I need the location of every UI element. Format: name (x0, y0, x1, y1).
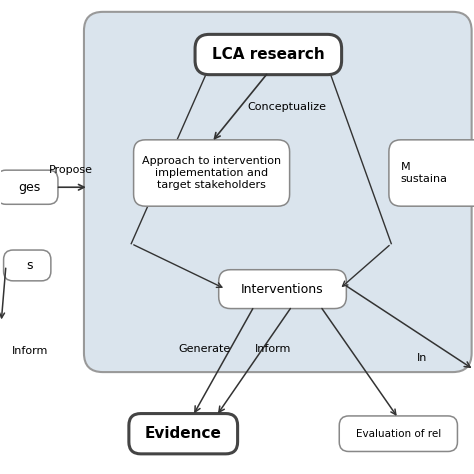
Text: M
sustaina: M sustaina (401, 162, 448, 184)
Text: Propose: Propose (49, 165, 93, 175)
FancyBboxPatch shape (4, 250, 51, 281)
Text: Approach to intervention
implementation and
target stakeholders: Approach to intervention implementation … (142, 156, 281, 190)
Text: Evaluation of rel: Evaluation of rel (356, 428, 441, 439)
Text: ges: ges (18, 181, 41, 194)
FancyBboxPatch shape (195, 35, 342, 74)
Text: Inform: Inform (11, 346, 48, 356)
Text: Inform: Inform (255, 344, 291, 354)
FancyBboxPatch shape (389, 140, 474, 206)
Text: Interventions: Interventions (241, 283, 324, 296)
FancyBboxPatch shape (0, 170, 58, 204)
FancyBboxPatch shape (339, 416, 457, 451)
FancyBboxPatch shape (129, 413, 237, 454)
Text: Generate: Generate (178, 344, 231, 354)
FancyBboxPatch shape (84, 12, 472, 372)
Text: In: In (417, 353, 428, 363)
FancyBboxPatch shape (219, 270, 346, 309)
Text: Conceptualize: Conceptualize (248, 102, 327, 112)
Text: s: s (27, 259, 33, 272)
Text: Evidence: Evidence (145, 426, 222, 441)
FancyBboxPatch shape (134, 140, 290, 206)
Text: LCA research: LCA research (212, 47, 325, 62)
